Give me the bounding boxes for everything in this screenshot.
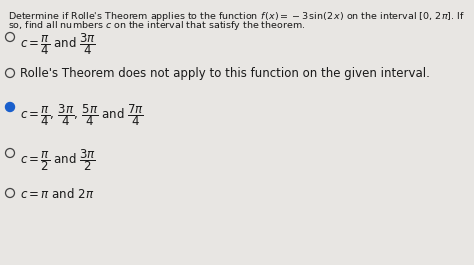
Text: $c=\dfrac{\pi}{2}$ and $\dfrac{3\pi}{2}$: $c=\dfrac{\pi}{2}$ and $\dfrac{3\pi}{2}$ <box>20 147 96 173</box>
Text: $c=\dfrac{\pi}{4},\,\dfrac{3\pi}{4},\,\dfrac{5\pi}{4}$ and $\dfrac{7\pi}{4}$: $c=\dfrac{\pi}{4},\,\dfrac{3\pi}{4},\,\d… <box>20 102 144 128</box>
Text: Rolle's Theorem does not apply to this function on the given interval.: Rolle's Theorem does not apply to this f… <box>20 67 430 80</box>
Text: Determine if Rolle's Theorem applies to the function $f\,(x)=-3\,\sin(2\,x)$ on : Determine if Rolle's Theorem applies to … <box>8 10 465 23</box>
Text: so, find all numbers $c$ on the interval that satisfy the theorem.: so, find all numbers $c$ on the interval… <box>8 19 305 32</box>
Text: $c=\dfrac{\pi}{4}$ and $\dfrac{3\pi}{4}$: $c=\dfrac{\pi}{4}$ and $\dfrac{3\pi}{4}$ <box>20 31 96 57</box>
Circle shape <box>6 103 15 112</box>
Text: $c=\pi$ and $2\pi$: $c=\pi$ and $2\pi$ <box>20 187 94 201</box>
